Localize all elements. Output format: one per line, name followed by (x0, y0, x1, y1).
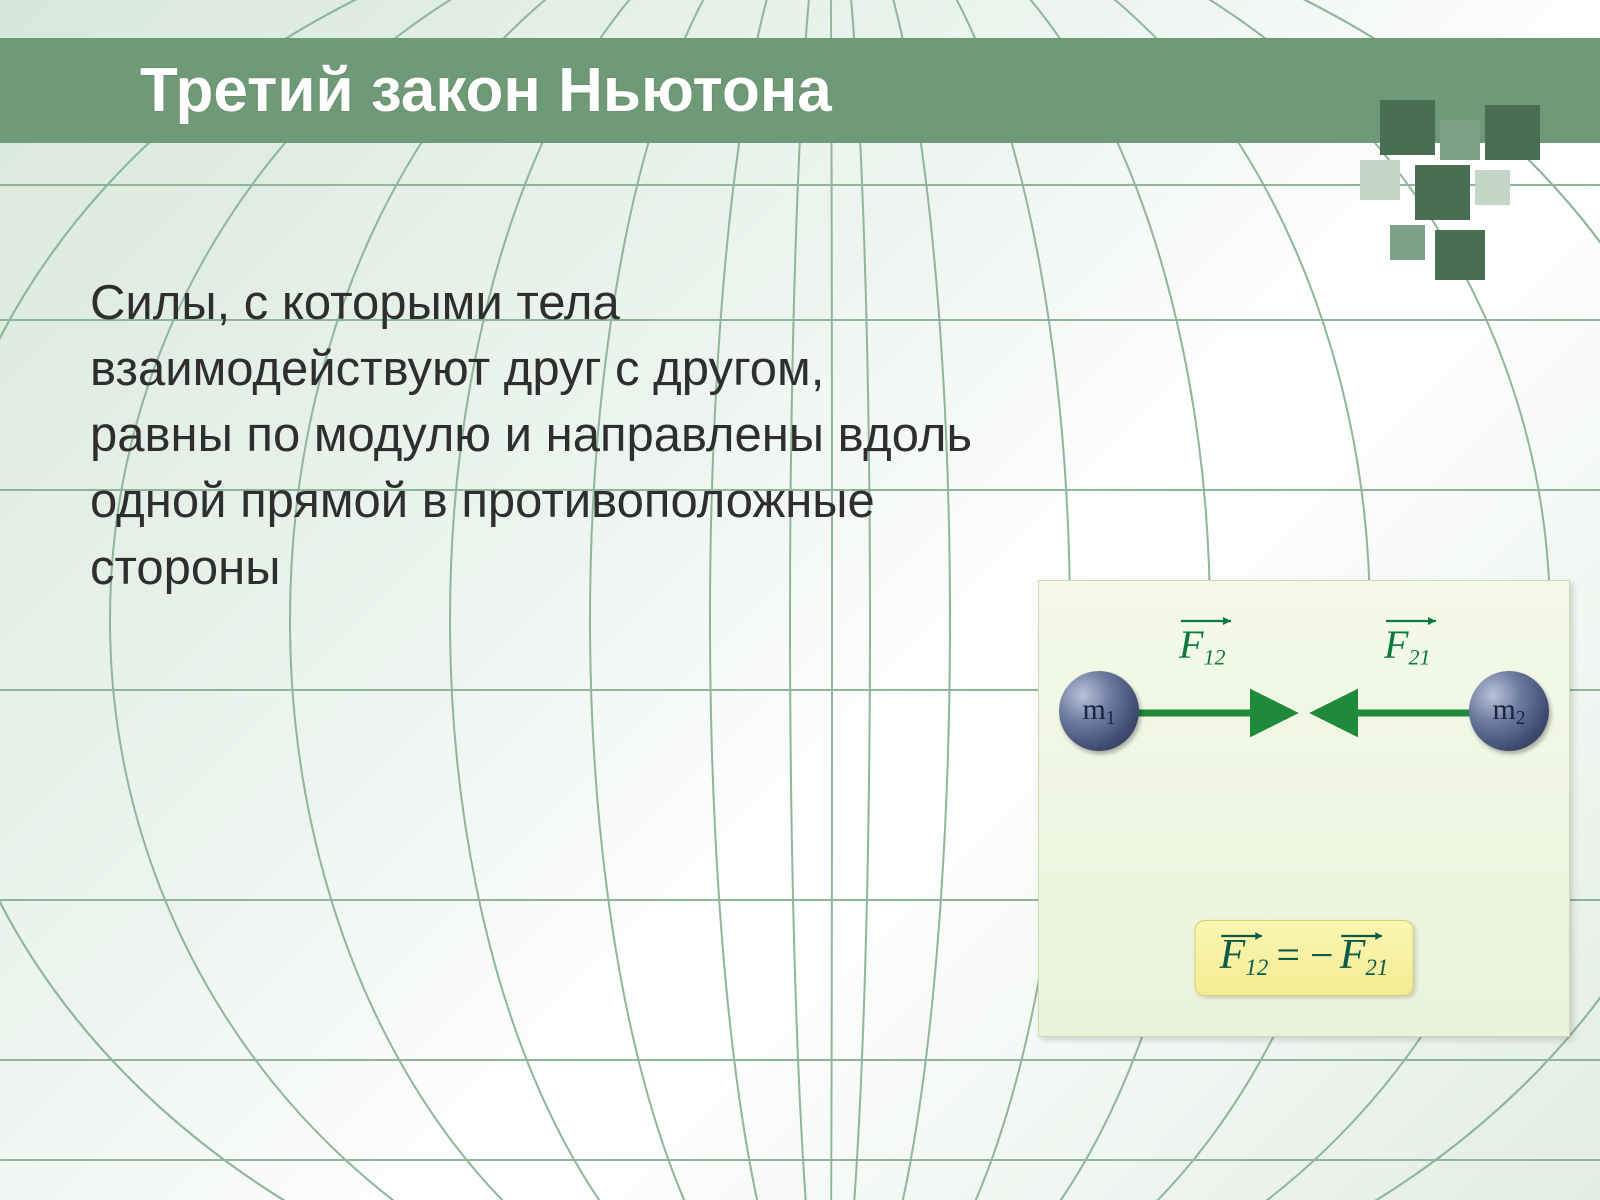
vector-arrow-icon (1179, 616, 1239, 626)
force-12-sub: 12 (1203, 645, 1225, 670)
title-band: Третий закон Ньютона (0, 38, 1600, 143)
ornament-square (1390, 225, 1425, 260)
ornament-square (1475, 170, 1510, 205)
mass-1-ball: m1 (1059, 671, 1139, 751)
newton-third-law-diagram: m1 m2 F12 F21 (1038, 580, 1570, 1037)
formula-lhs: F12 (1220, 931, 1269, 981)
formula-eq: = (1276, 932, 1300, 980)
formula-lhs-sub: 12 (1245, 954, 1268, 980)
force-12-label: F12 (1179, 621, 1225, 671)
vector-arrow-icon (1384, 616, 1444, 626)
force-21-F: F (1384, 622, 1408, 667)
slide-root: Третий закон Ньютона Силы, с которыми те… (0, 0, 1600, 1200)
slide-title: Третий закон Ньютона (140, 55, 832, 126)
formula-neg: − (1310, 932, 1334, 980)
slide-body-text: Силы, с которыми тела взаимодействуют др… (90, 270, 980, 601)
ornament-square (1360, 160, 1400, 200)
mass-2-ball: m2 (1469, 671, 1549, 751)
force-21-label: F21 (1384, 621, 1430, 671)
vector-arrow-icon (1340, 931, 1389, 941)
formula-rhs-sub: 21 (1365, 954, 1388, 980)
force-12-F: F (1179, 622, 1203, 667)
mass-2-label: m2 (1492, 693, 1525, 730)
vector-arrow-icon (1220, 931, 1269, 941)
ornament-square (1415, 165, 1470, 220)
formula-rhs: F21 (1340, 931, 1389, 981)
ornament-square (1435, 230, 1485, 280)
formula-box: F12 = − F21 (1195, 920, 1414, 996)
force-21-sub: 21 (1408, 645, 1430, 670)
mass-1-label: m1 (1082, 693, 1115, 730)
